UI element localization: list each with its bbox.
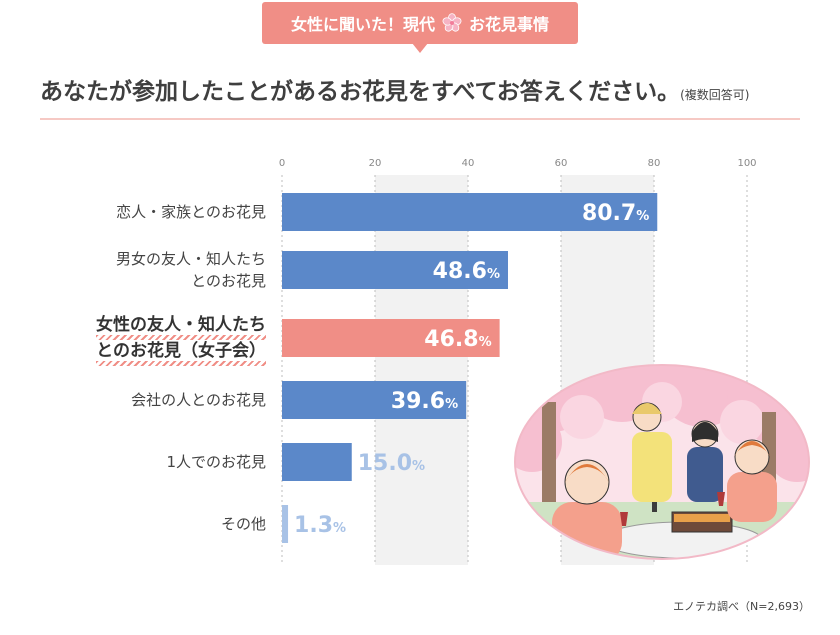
category-label-line: 恋人・家族とのお花見 bbox=[116, 203, 266, 221]
data-label-unit: % bbox=[487, 267, 500, 282]
page-title: あなたが参加したことがあるお花見をすべてお答えください。(複数回答可) bbox=[40, 72, 810, 106]
source-note: エノテカ調べ（N=2,693） bbox=[673, 600, 810, 613]
data-label-value: 39.6 bbox=[391, 389, 445, 414]
category-label: その他 bbox=[6, 513, 266, 535]
tick-label: 0 bbox=[279, 158, 285, 169]
data-label-value: 48.6 bbox=[433, 259, 487, 284]
category-label-line: 男女の友人・知人たち bbox=[115, 250, 266, 268]
data-label: 1.3% bbox=[294, 513, 346, 538]
title-divider bbox=[40, 118, 800, 120]
data-label-unit: % bbox=[479, 335, 492, 350]
data-label-value: 80.7 bbox=[582, 201, 636, 226]
bar bbox=[282, 505, 289, 543]
tick-label: 40 bbox=[462, 158, 475, 169]
data-label-unit: % bbox=[333, 521, 346, 536]
bar bbox=[282, 381, 467, 419]
sakura-icon bbox=[442, 13, 462, 33]
data-label-unit: % bbox=[445, 397, 458, 412]
tick-label: 80 bbox=[648, 158, 661, 169]
data-label-value: 1.3 bbox=[294, 513, 333, 538]
category-label-line: その他 bbox=[220, 515, 266, 533]
data-label-value: 46.8 bbox=[424, 327, 478, 352]
badge-tail bbox=[412, 43, 428, 53]
question-note: (複数回答可) bbox=[680, 88, 750, 102]
badge-text-before: 女性に聞いた！現代 bbox=[290, 15, 435, 34]
category-label-line: 女性の友人・知人たち bbox=[96, 315, 266, 340]
data-label: 48.6% bbox=[433, 259, 500, 284]
category-label-line: とのお花見（女子会） bbox=[96, 341, 266, 366]
data-label-unit: % bbox=[412, 459, 425, 474]
bar bbox=[282, 193, 658, 231]
badge-text-after: お花見事情 bbox=[469, 15, 550, 34]
bar bbox=[282, 443, 352, 481]
category-label: 会社の人とのお花見 bbox=[6, 389, 266, 411]
tick-label: 20 bbox=[369, 158, 382, 169]
bar bbox=[282, 251, 508, 289]
question-text: あなたが参加したことがあるお花見をすべてお答えください。 bbox=[40, 79, 681, 105]
category-label: 恋人・家族とのお花見 bbox=[6, 201, 266, 223]
hanami-illustration-icon bbox=[514, 364, 810, 560]
category-label: 1人でのお花見 bbox=[6, 451, 266, 473]
data-label: 39.6% bbox=[391, 389, 458, 414]
grid-band bbox=[375, 175, 468, 565]
data-label: 80.7% bbox=[582, 201, 649, 226]
category-label-line: 1人でのお花見 bbox=[166, 453, 266, 471]
category-label: 男女の友人・知人たちとのお花見 bbox=[6, 248, 266, 292]
tick-label: 60 bbox=[555, 158, 568, 169]
data-label: 15.0% bbox=[358, 451, 425, 476]
data-label: 46.8% bbox=[424, 327, 491, 352]
category-label-line: 会社の人とのお花見 bbox=[131, 391, 266, 409]
category-label: 女性の友人・知人たち とのお花見（女子会） bbox=[6, 312, 266, 366]
title-badge: 女性に聞いた！現代 お花見事情 bbox=[262, 2, 578, 53]
data-label-value: 15.0 bbox=[358, 451, 412, 476]
category-label-line: とのお花見 bbox=[191, 272, 266, 290]
data-label-unit: % bbox=[636, 209, 649, 224]
bar bbox=[282, 319, 500, 357]
tick-label: 100 bbox=[737, 158, 756, 169]
